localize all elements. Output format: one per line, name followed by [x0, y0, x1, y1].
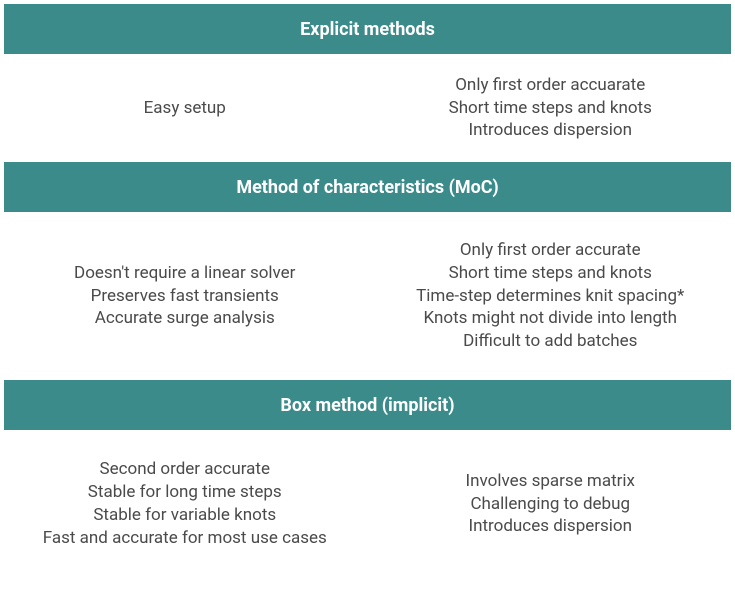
section-right-cell: Only first order accurateShort time step…: [370, 216, 732, 376]
cell-line: Short time steps and knots: [370, 262, 732, 285]
cell-line: Time-step determines knit spacing*: [370, 285, 732, 308]
section-header-row: Method of characteristics (MoC): [4, 162, 731, 212]
section-header: Explicit methods: [4, 4, 731, 54]
cell-line: Knots might not divide into length: [370, 307, 732, 330]
cell-line: Involves sparse matrix: [370, 470, 732, 493]
section-header-row: Box method (implicit): [4, 380, 731, 430]
section-right-cell: Involves sparse matrixChallenging to deb…: [370, 434, 732, 574]
cell-line: Easy setup: [4, 97, 366, 120]
cell-line: Doesn't require a linear solver: [4, 262, 366, 285]
section-left-cell: Doesn't require a linear solverPreserves…: [4, 216, 366, 376]
cell-line: Accurate surge analysis: [4, 307, 366, 330]
section-body-row: Second order accurateStable for long tim…: [4, 434, 731, 574]
cell-line: Difficult to add batches: [370, 330, 732, 353]
cell-line: Stable for variable knots: [4, 504, 366, 527]
cell-line: Only first order accuarate: [370, 74, 732, 97]
cell-line: Short time steps and knots: [370, 97, 732, 120]
cell-line: Second order accurate: [4, 458, 366, 481]
cell-line: Stable for long time steps: [4, 481, 366, 504]
section-header: Method of characteristics (MoC): [4, 162, 731, 212]
section-header-row: Explicit methods: [4, 4, 731, 54]
cell-line: Fast and accurate for most use cases: [4, 527, 366, 550]
methods-comparison-table: Explicit methodsEasy setupOnly first ord…: [0, 0, 735, 578]
section-right-cell: Only first order accuarateShort time ste…: [370, 58, 732, 158]
cell-line: Only first order accurate: [370, 239, 732, 262]
section-left-cell: Second order accurateStable for long tim…: [4, 434, 366, 574]
section-header: Box method (implicit): [4, 380, 731, 430]
section-left-cell: Easy setup: [4, 58, 366, 158]
cell-line: Challenging to debug: [370, 493, 732, 516]
cell-line: Introduces dispersion: [370, 119, 732, 142]
section-body-row: Easy setupOnly first order accuarateShor…: [4, 58, 731, 158]
section-body-row: Doesn't require a linear solverPreserves…: [4, 216, 731, 376]
cell-line: Preserves fast transients: [4, 285, 366, 308]
table-body: Explicit methodsEasy setupOnly first ord…: [4, 4, 731, 574]
cell-line: Introduces dispersion: [370, 515, 732, 538]
